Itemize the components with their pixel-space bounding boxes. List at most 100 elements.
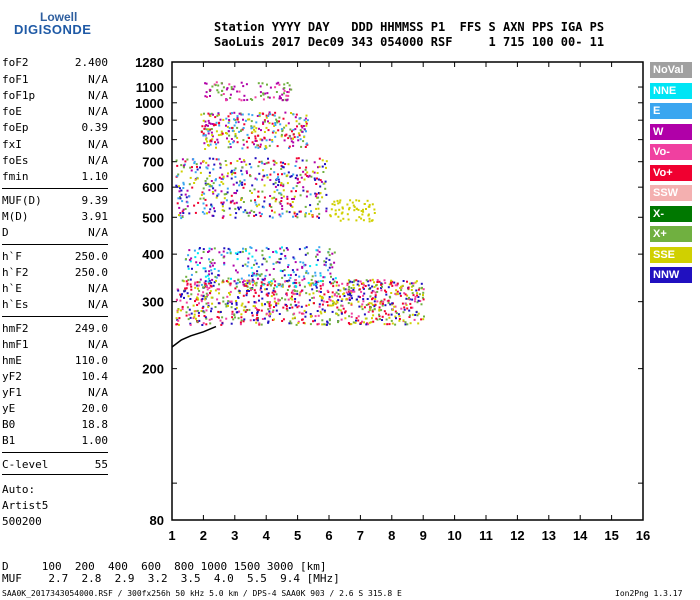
echo-point: [331, 300, 334, 303]
echo-point: [281, 205, 284, 208]
echo-point: [233, 169, 236, 172]
echo-point: [249, 287, 252, 290]
echo-point: [373, 281, 375, 284]
echo-point: [234, 207, 237, 210]
echo-point: [194, 211, 197, 214]
echo-point: [297, 301, 300, 304]
echo-point: [263, 119, 266, 122]
echo-point: [211, 123, 214, 125]
echo-point: [398, 315, 401, 318]
echo-point: [235, 192, 237, 195]
echo-point: [367, 311, 370, 313]
echo-point: [216, 89, 219, 92]
echo-point: [301, 312, 304, 315]
echo-point: [227, 140, 230, 143]
echo-point: [270, 295, 273, 298]
echo-point: [279, 215, 282, 218]
param-label: h`Es: [2, 298, 29, 311]
echo-point: [337, 202, 340, 205]
echo-point: [318, 157, 321, 160]
echo-point: [288, 84, 291, 87]
echo-point: [340, 304, 343, 307]
echo-point: [197, 284, 200, 287]
echo-point: [251, 271, 254, 274]
echo-point: [302, 125, 305, 127]
echo-point: [225, 99, 227, 102]
echo-point: [297, 139, 300, 142]
echo-point: [248, 118, 251, 121]
echo-point: [301, 318, 304, 321]
echo-point: [295, 113, 298, 116]
echo-point: [228, 207, 231, 210]
echo-point: [284, 98, 287, 101]
echo-point: [350, 287, 353, 289]
echo-point: [207, 277, 210, 280]
echo-point: [356, 298, 358, 301]
echo-point: [247, 118, 250, 121]
echo-point: [208, 185, 211, 188]
echo-point: [348, 296, 351, 299]
echo-point: [277, 284, 280, 287]
echo-point: [273, 125, 276, 127]
echo-point: [193, 162, 196, 165]
echo-point: [240, 316, 243, 319]
echo-point: [324, 261, 327, 264]
echo-point: [256, 308, 259, 311]
echo-point: [275, 198, 278, 201]
echo-point: [348, 323, 351, 326]
echo-point: [272, 130, 275, 133]
echo-point: [201, 191, 204, 194]
echo-point: [205, 204, 208, 207]
echo-point: [359, 296, 361, 299]
echo-point: [397, 313, 400, 316]
echo-point: [229, 112, 232, 115]
echo-point: [279, 123, 282, 126]
echo-point: [314, 319, 316, 322]
echo-point: [202, 251, 205, 253]
echo-point: [375, 284, 378, 287]
echo-point: [264, 303, 266, 306]
echo-point: [211, 85, 214, 88]
footer-info: SAA0K_2017343054000.RSF / 300fx256h 50 k…: [2, 589, 402, 598]
echo-point: [318, 246, 321, 249]
echo-point: [247, 113, 250, 116]
echo-point: [202, 197, 205, 200]
echo-point: [185, 258, 187, 261]
echo-point: [395, 289, 398, 292]
echo-point: [262, 169, 265, 172]
echo-point: [353, 209, 356, 212]
echo-point: [242, 85, 245, 88]
echo-point: [251, 98, 254, 101]
echo-point: [313, 171, 316, 174]
echo-point: [225, 132, 227, 134]
echo-point: [186, 158, 189, 161]
echo-point: [408, 298, 411, 300]
echo-point: [187, 279, 190, 282]
echo-point: [211, 138, 214, 141]
echo-point: [176, 309, 179, 312]
echo-point: [274, 250, 277, 253]
echo-point: [337, 293, 340, 295]
echo-point: [260, 160, 263, 163]
echo-point: [353, 205, 356, 208]
echo-point: [286, 91, 289, 93]
echo-point: [353, 290, 356, 293]
echo-point: [246, 282, 249, 285]
x-tick-label: 10: [447, 528, 461, 543]
echo-point: [244, 119, 247, 122]
echo-point: [257, 195, 259, 198]
echo-point: [189, 316, 192, 319]
echo-point: [307, 175, 310, 178]
echo-point: [281, 270, 284, 273]
echo-point: [255, 281, 258, 284]
echo-point: [280, 182, 283, 184]
echo-point: [364, 285, 367, 287]
echo-point: [254, 307, 257, 309]
legend-item: E: [650, 103, 692, 119]
echo-point: [307, 281, 310, 284]
echo-point: [297, 322, 300, 324]
echo-point: [330, 263, 333, 266]
echo-point: [222, 175, 225, 178]
echo-point: [231, 302, 233, 305]
echo-point: [211, 191, 214, 193]
